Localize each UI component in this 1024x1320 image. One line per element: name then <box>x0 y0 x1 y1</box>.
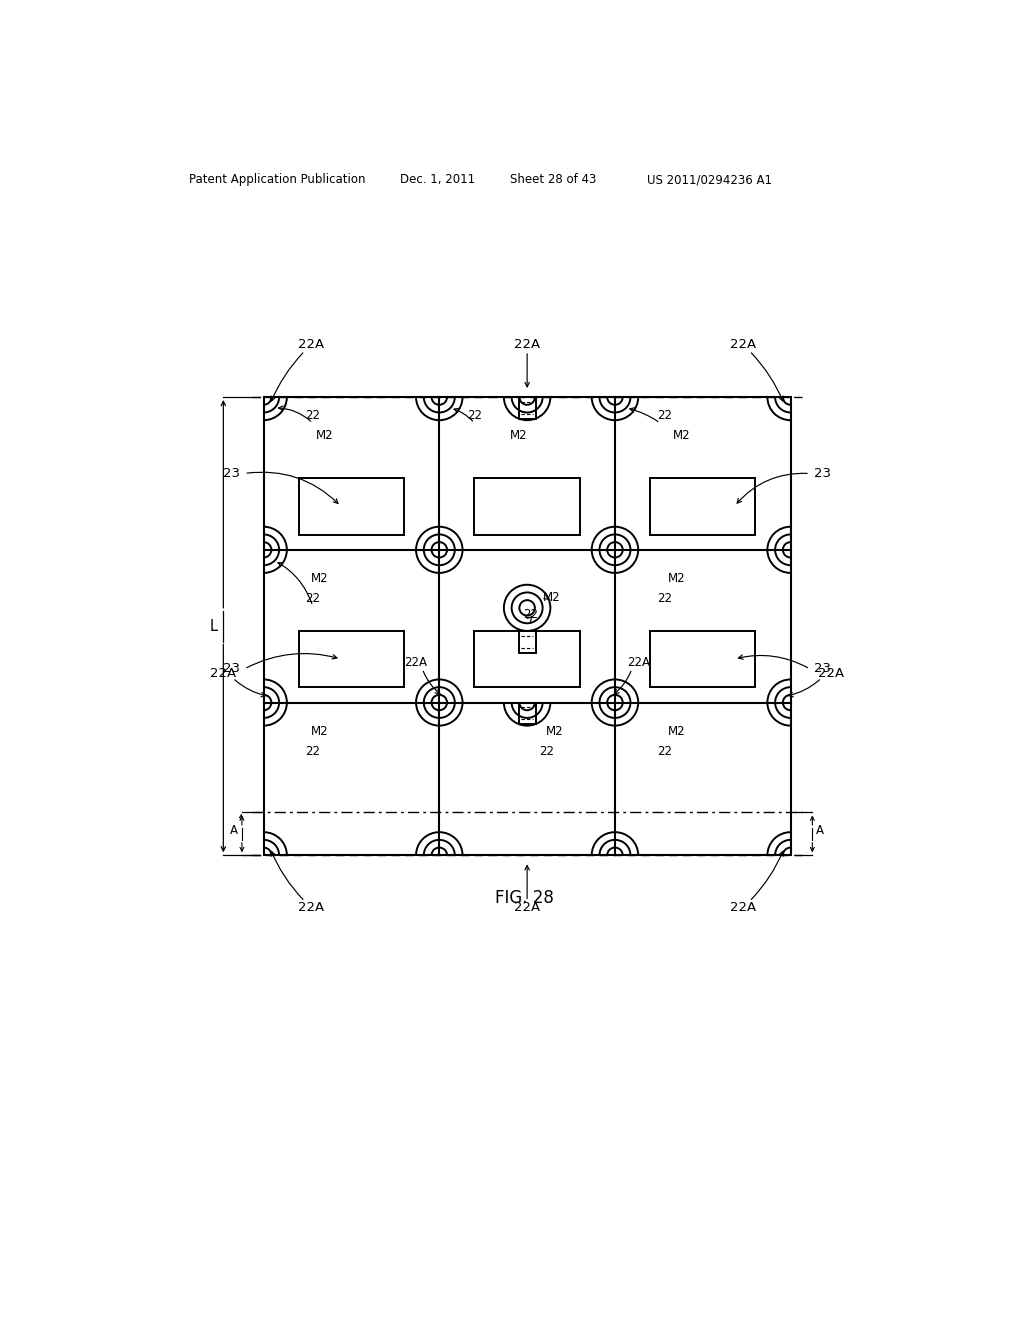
Text: A: A <box>230 824 239 837</box>
Text: M2: M2 <box>543 590 561 603</box>
Text: 22A: 22A <box>514 338 541 351</box>
Text: M2: M2 <box>668 573 685 585</box>
Text: 22: 22 <box>305 593 321 605</box>
Text: 22: 22 <box>305 744 321 758</box>
Text: 22: 22 <box>656 744 672 758</box>
Text: 23: 23 <box>814 663 830 676</box>
Text: 22A: 22A <box>514 902 541 915</box>
Text: M2: M2 <box>673 429 690 442</box>
Text: 22: 22 <box>467 409 482 422</box>
Text: 22A: 22A <box>818 667 844 680</box>
Text: M2: M2 <box>546 725 563 738</box>
Text: 22A: 22A <box>627 656 649 669</box>
Text: 22A: 22A <box>730 902 757 915</box>
Text: L: L <box>210 619 218 634</box>
Text: Sheet 28 of 43: Sheet 28 of 43 <box>510 173 596 186</box>
Text: 22: 22 <box>656 593 672 605</box>
Text: 22A: 22A <box>404 656 428 669</box>
Text: M2: M2 <box>311 725 329 738</box>
Text: FIG. 28: FIG. 28 <box>496 888 554 907</box>
Text: M2: M2 <box>668 725 685 738</box>
Text: 22A: 22A <box>730 338 757 351</box>
Text: 22A: 22A <box>210 667 237 680</box>
Text: 22A: 22A <box>298 902 325 915</box>
Text: M2: M2 <box>311 573 329 585</box>
Text: 23: 23 <box>223 663 241 676</box>
Text: 22: 22 <box>539 744 554 758</box>
Text: US 2011/0294236 A1: US 2011/0294236 A1 <box>647 173 772 186</box>
Text: 23: 23 <box>814 467 830 480</box>
Text: Patent Application Publication: Patent Application Publication <box>188 173 365 186</box>
Text: A: A <box>816 824 824 837</box>
Text: 22: 22 <box>305 409 321 422</box>
Text: 22: 22 <box>656 409 672 422</box>
Text: 23: 23 <box>223 467 241 480</box>
Text: M2: M2 <box>316 429 334 442</box>
Text: Dec. 1, 2011: Dec. 1, 2011 <box>400 173 475 186</box>
Text: M2: M2 <box>510 429 527 442</box>
Text: 22: 22 <box>523 607 539 620</box>
Text: 22A: 22A <box>298 338 325 351</box>
